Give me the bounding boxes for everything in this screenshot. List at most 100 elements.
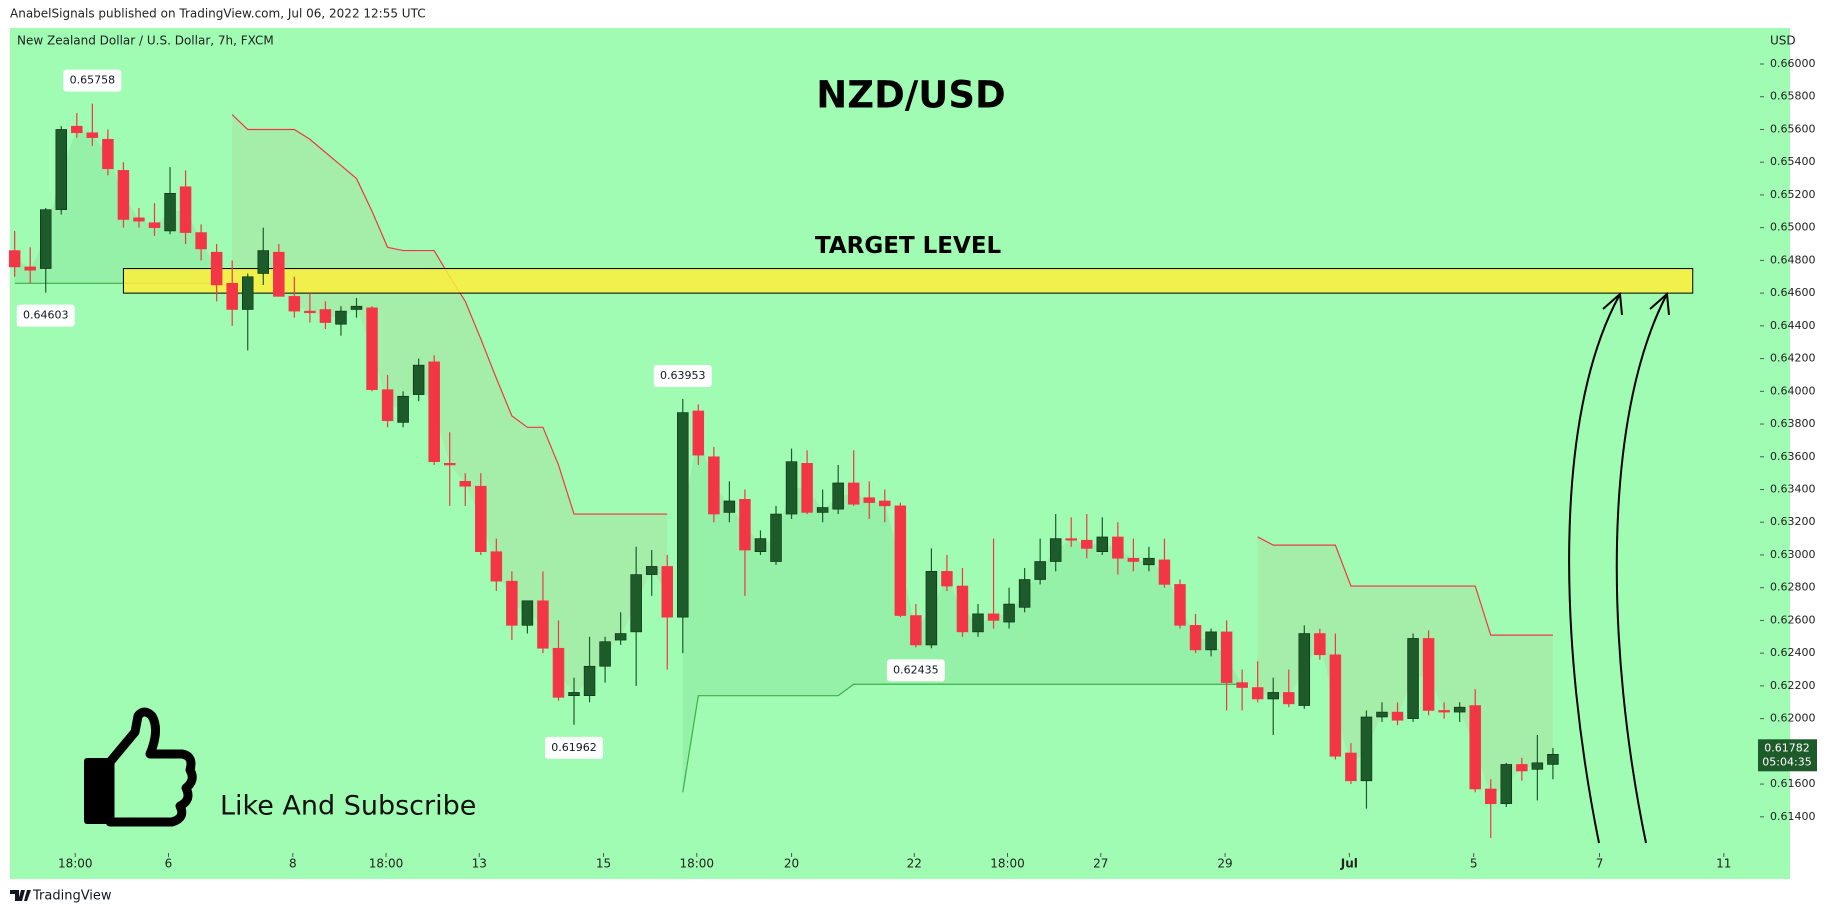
candle-body	[692, 410, 705, 456]
y-tick-label: 0.65600	[1770, 122, 1816, 135]
price-label-box	[16, 304, 75, 327]
candle-body	[1485, 788, 1497, 805]
candle-body	[1267, 692, 1279, 700]
y-tick-label: 0.62200	[1770, 679, 1816, 692]
x-tick-label: 18:00	[990, 857, 1025, 871]
candle-body	[645, 566, 658, 575]
candle-body	[739, 499, 751, 551]
candle-body	[1283, 692, 1295, 705]
price-label: 0.64603	[23, 309, 69, 322]
candle-body	[661, 566, 673, 618]
y-tick-label: 0.62800	[1770, 581, 1816, 594]
candle-body	[179, 186, 192, 233]
candle-body	[801, 463, 813, 513]
candle-body	[8, 250, 21, 268]
candle-body	[210, 251, 223, 286]
price-label: 0.61962	[551, 741, 597, 754]
candle-body	[1220, 631, 1233, 683]
last-price-box	[1758, 739, 1817, 772]
candle-body	[677, 412, 689, 618]
price-label: 0.62435	[893, 663, 939, 676]
last-price: 0.61782	[1764, 741, 1810, 754]
y-tick-label: 0.62600	[1770, 613, 1816, 626]
candle-body	[723, 500, 736, 513]
candle-body	[708, 456, 720, 515]
y-tick-label: 0.64200	[1770, 352, 1816, 365]
candle-body	[319, 309, 332, 323]
candle-body	[537, 600, 549, 649]
candle-body	[39, 209, 52, 269]
candle-body	[241, 276, 254, 310]
candle-body	[879, 500, 891, 507]
candle-body	[257, 250, 270, 274]
candle-body	[443, 463, 456, 466]
candle-body	[1516, 764, 1528, 772]
candle-body	[226, 282, 238, 310]
candle-body	[614, 633, 627, 641]
candle-body	[475, 485, 487, 552]
arrows	[1568, 291, 1670, 844]
x-tick-label: 8	[289, 857, 297, 871]
candle-body	[273, 251, 285, 297]
plot: 0.66000 0.65800 0.65600 0.65400 0.65200 0.650…	[8, 57, 1817, 871]
y-tick-label: 0.62400	[1770, 646, 1816, 659]
candle-body	[1298, 633, 1311, 706]
candle-body	[133, 217, 145, 222]
candle-body	[910, 615, 922, 646]
price-label: 0.65758	[70, 74, 116, 87]
y-tick-label: 0.62000	[1770, 712, 1816, 725]
arrow-head	[1602, 291, 1623, 316]
x-tick-label: 22	[907, 857, 922, 871]
subtitle: New Zealand Dollar / U.S. Dollar, 7h, FX…	[17, 34, 274, 48]
candle-body	[987, 613, 1000, 621]
candle-body	[1018, 579, 1031, 608]
candle-body	[1081, 539, 1093, 549]
logo	[10, 890, 31, 901]
y-tick-label: 0.64000	[1770, 384, 1816, 397]
candle-body	[428, 361, 440, 462]
x-tick-label: 11	[1716, 857, 1731, 871]
x-tick-label: 18:00	[679, 857, 714, 871]
candle-body	[1003, 603, 1015, 623]
x-tick-label: 13	[472, 857, 487, 871]
price-label-box	[653, 365, 712, 388]
candle-body	[288, 296, 301, 312]
y-tick-label: 0.63600	[1770, 450, 1816, 463]
candle-body	[1096, 536, 1109, 552]
y-tick-label: 0.61600	[1770, 777, 1816, 790]
candle-body	[55, 129, 68, 210]
candle-body	[24, 266, 36, 271]
currency: USD	[1770, 34, 1796, 48]
candle-body	[1329, 654, 1342, 757]
candle-body	[1469, 705, 1481, 790]
candle-body	[1547, 753, 1559, 765]
trend-line	[1257, 536, 1553, 636]
published-note: AnabelSignals published on TradingView.c…	[10, 7, 426, 21]
x-tick-label: 6	[165, 857, 173, 871]
price-label-box	[63, 69, 122, 92]
y-tick-label: 0.65400	[1770, 155, 1816, 168]
trend-line	[682, 683, 1243, 793]
candle-body	[1065, 538, 1077, 541]
candle-body	[148, 222, 161, 228]
chart-title: NZD/USD	[816, 74, 1005, 117]
target-zone	[122, 268, 1694, 294]
arrow	[1615, 295, 1667, 844]
candle-body	[770, 513, 782, 562]
candle-body	[630, 574, 642, 633]
candle-body	[925, 571, 938, 646]
thumbs-up-icon	[84, 707, 197, 827]
candle-body	[816, 507, 829, 513]
y-tick-label: 0.63800	[1770, 417, 1816, 430]
y-tick-label: 0.63000	[1770, 548, 1816, 561]
candle-body	[1189, 625, 1202, 651]
price-label-box	[886, 659, 945, 682]
candle-body	[552, 647, 565, 698]
x-tick-label: 20	[784, 857, 799, 871]
y-tick-label: 0.63400	[1770, 483, 1816, 496]
caption: Like And Subscribe	[220, 791, 476, 822]
x-tick-label: 5	[1470, 857, 1478, 871]
candle-body	[1174, 584, 1186, 626]
y-tick-label: 0.65000	[1770, 221, 1816, 234]
